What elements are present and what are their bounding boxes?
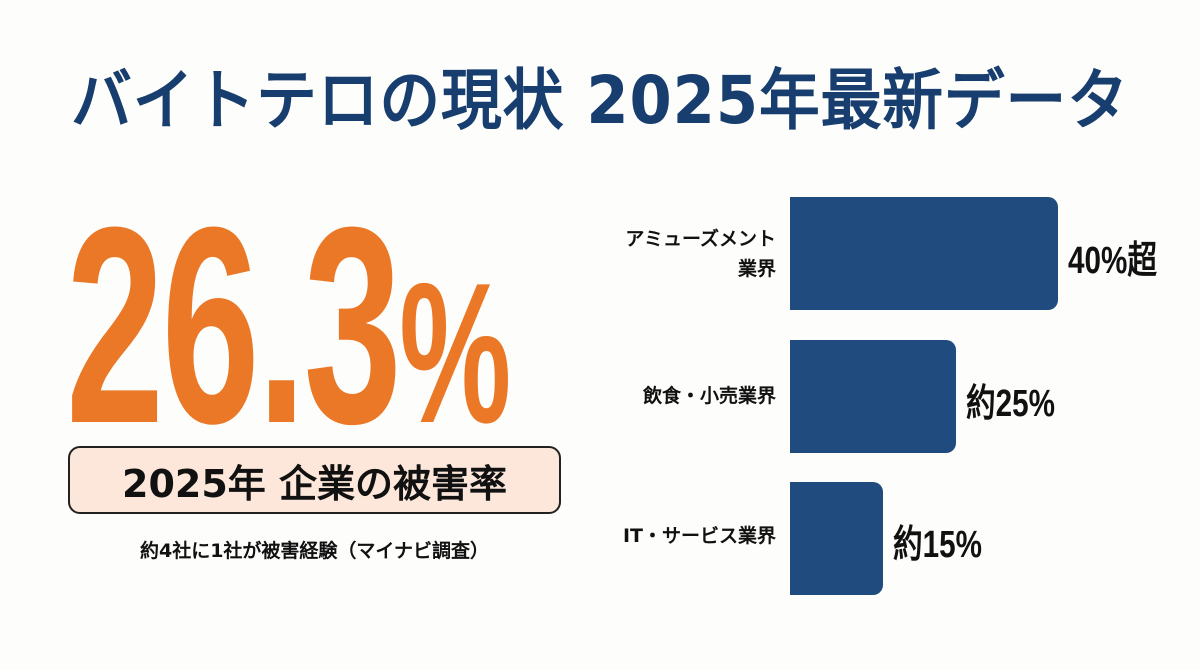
bar-label-it-service: IT・サービス業界 bbox=[623, 521, 776, 551]
bar-label-line: 飲食・小売業界 bbox=[642, 385, 776, 407]
stat-source-note: 約4社に1社が被害経験（マイナビ調査） bbox=[139, 540, 490, 562]
bar-label-amusement: アミューズメント 業界 bbox=[625, 224, 776, 284]
headline-stat-unit: % bbox=[399, 242, 512, 465]
headline-stat: 26.3% bbox=[66, 186, 511, 466]
bar-value-it-service: 約15% bbox=[893, 524, 982, 566]
bar-label-line: IT・サービス業界 bbox=[622, 525, 776, 547]
bar-it-service bbox=[790, 482, 883, 595]
headline-stat-value: 26.3 bbox=[66, 170, 402, 482]
bar-label-food-retail: 飲食・小売業界 bbox=[643, 381, 776, 411]
stat-caption-box: 2025年 企業の被害率 bbox=[68, 446, 561, 514]
bar-value-amusement: 40%超 bbox=[1068, 240, 1157, 282]
bar-food-retail bbox=[790, 340, 956, 453]
bar-label-line: 業界 bbox=[737, 258, 776, 280]
bar-value-food-retail: 約25% bbox=[966, 383, 1055, 425]
page-title: バイトテロの現状 2025年最新データ bbox=[71, 62, 1129, 139]
bar-label-line: アミューズメント bbox=[625, 228, 776, 250]
bar-amusement bbox=[790, 197, 1058, 310]
stat-caption: 2025年 企業の被害率 bbox=[122, 461, 507, 506]
